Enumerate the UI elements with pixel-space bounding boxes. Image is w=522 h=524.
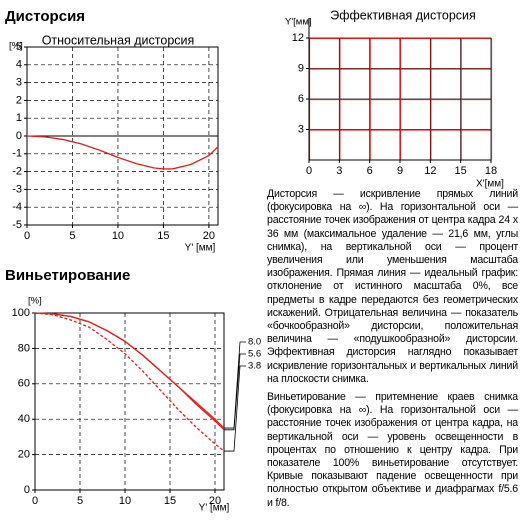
- paragraph: Дисторсия — искривление прямых линий (фо…: [267, 188, 518, 385]
- line: [34, 312, 225, 452]
- y-tick-label: 2: [16, 94, 22, 106]
- x-tick-label: 18: [485, 165, 497, 177]
- x-tick-label: 0: [32, 495, 38, 507]
- paragraph: Виньетирование — притемнение краев снимк…: [267, 391, 518, 509]
- y-axis-label: [%]: [28, 296, 42, 307]
- y-tick-label: 40: [18, 413, 30, 425]
- y-tick-label: 6: [298, 93, 304, 105]
- x-tick-label: 0: [306, 165, 312, 177]
- line: [34, 312, 225, 431]
- x-tick-label: 3: [336, 165, 342, 177]
- y-tick-label: 5: [16, 41, 22, 53]
- y-tick-label: 80: [18, 342, 30, 354]
- y-tick-label: 3: [298, 123, 304, 135]
- y-tick-label: -5: [12, 219, 22, 231]
- x-tick-label: 10: [119, 495, 131, 507]
- x-tick-label: 0: [24, 230, 30, 242]
- x-tick-label: 12: [424, 165, 436, 177]
- y-tick-label: 9: [298, 62, 304, 74]
- x-axis-label: Y' [мм]: [199, 503, 230, 514]
- plot-frame: [34, 312, 225, 491]
- leader-line: [224, 341, 246, 429]
- x-tick-label: 20: [209, 495, 221, 507]
- y-tick-label: 0: [24, 484, 30, 496]
- line: [26, 135, 219, 170]
- x-axis-label: X'[мм]: [476, 179, 504, 190]
- x-tick-label: 15: [157, 230, 169, 242]
- x-tick-label: 10: [112, 230, 124, 242]
- y-tick-label: -4: [12, 201, 22, 213]
- chart-title: Эффективная дисторсия: [330, 8, 476, 22]
- y-tick-label: 20: [18, 449, 30, 461]
- legend-label: 8.0: [248, 337, 261, 348]
- y-tick-label: -2: [12, 166, 22, 178]
- legend-label: 5.6: [248, 349, 261, 360]
- y-tick-label: -3: [12, 183, 22, 195]
- x-tick-label: 9: [397, 165, 403, 177]
- y-tick-label: 12: [292, 32, 304, 44]
- y-tick-label: 3: [16, 77, 22, 89]
- leader-line: [224, 365, 246, 452]
- y-tick-label: 0: [16, 130, 22, 142]
- x-tick-label: 15: [455, 165, 467, 177]
- heading: Дисторсия: [5, 8, 85, 25]
- legend-label: 3.8: [248, 361, 261, 372]
- y-tick-label: -1: [12, 148, 22, 160]
- y-axis-label: [%]: [9, 41, 23, 52]
- x-tick-label: 20: [203, 230, 215, 242]
- y-axis-label: Y'[мм]: [285, 17, 312, 28]
- y-tick-label: 60: [18, 378, 30, 390]
- x-tick-label: 5: [77, 495, 83, 507]
- chart-title: Относительная дисторсия: [42, 33, 195, 47]
- heading: Виньетирование: [5, 267, 130, 284]
- y-tick-label: 4: [16, 59, 22, 71]
- line: [34, 312, 225, 429]
- leader-line: [224, 353, 246, 431]
- x-tick-label: 6: [367, 165, 373, 177]
- x-tick-label: 5: [69, 230, 75, 242]
- y-tick-label: 100: [12, 307, 30, 319]
- x-axis-label: Y' [мм]: [185, 243, 216, 254]
- x-tick-label: 15: [164, 495, 176, 507]
- y-tick-label: 1: [16, 112, 22, 124]
